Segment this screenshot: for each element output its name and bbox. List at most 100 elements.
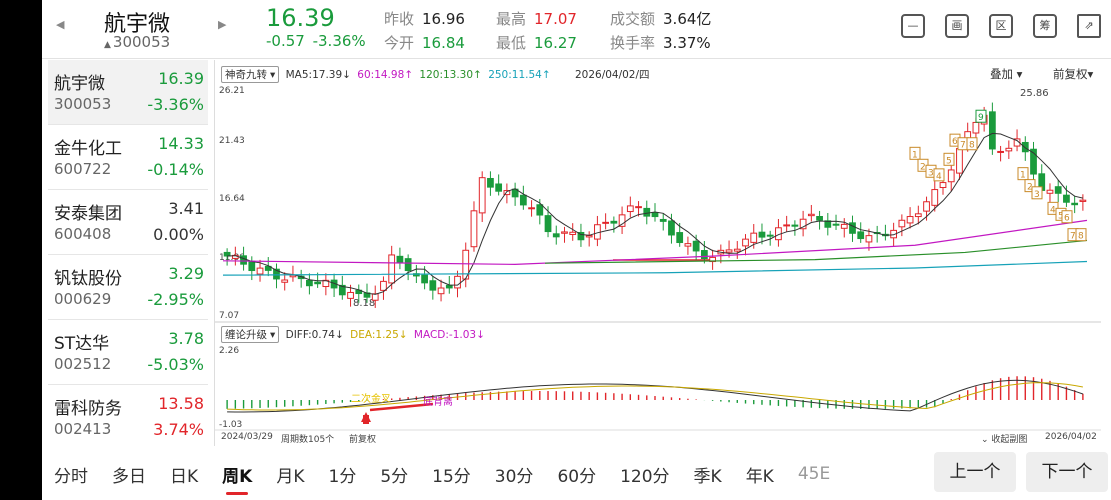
overlay-dropdown[interactable]: 叠加 ▾ bbox=[990, 67, 1023, 81]
stock-app: ◀ 航宇微 ▲ 300053 ▶ 16.39 -0.57 -3.36% 昨收 16.… bbox=[42, 0, 1111, 500]
tab-weekly-k[interactable]: 周K bbox=[210, 462, 264, 495]
y-label-3: 16.64 bbox=[219, 194, 245, 204]
y-label-2: 21.43 bbox=[219, 136, 245, 146]
tab-fenshi[interactable]: 分时 bbox=[54, 466, 88, 487]
nine-turn-number: 1 bbox=[912, 150, 918, 160]
candle-body bbox=[429, 280, 437, 291]
current-price: 16.39 bbox=[266, 4, 335, 32]
candle-body bbox=[610, 220, 618, 224]
candle-body bbox=[832, 223, 840, 226]
candle-body bbox=[890, 229, 898, 239]
tab-15min[interactable]: 15分 bbox=[432, 466, 471, 487]
prev-stock-button[interactable]: 上一个 bbox=[934, 452, 1016, 492]
candle-body bbox=[700, 250, 708, 260]
nine-turn-number: 5 bbox=[946, 156, 952, 166]
quote-prev-close: 昨收 16.96 bbox=[384, 10, 465, 28]
bottom-divergence-annotation: 底背离 bbox=[423, 397, 453, 408]
watchlist-item[interactable]: ST达华 002512 3.78 -5.03% bbox=[48, 320, 208, 385]
next-stock-button[interactable]: 下一个 bbox=[1026, 452, 1108, 492]
max-price-label: 25.86 bbox=[1020, 88, 1049, 99]
nine-turn-number: 4 bbox=[1050, 205, 1056, 215]
left-bezel bbox=[0, 0, 42, 500]
sub-indicator-dropdown[interactable]: 缠论升级 ▾ bbox=[221, 326, 280, 343]
ma250-line bbox=[222, 260, 1088, 276]
candle-body bbox=[676, 232, 684, 244]
kline-chart-area[interactable]: 神奇九转 ▾ MA5:17.39↓ 60:14.98↑ 120:13.30↑ 25… bbox=[214, 60, 1101, 446]
dea-value: DEA:1.25↓ bbox=[350, 329, 408, 341]
min-price-label: 8.18 bbox=[353, 298, 376, 309]
prev-stock-arrow-icon[interactable]: ◀ bbox=[56, 18, 65, 31]
candle-body bbox=[437, 287, 445, 295]
tab-year-k[interactable]: 年K bbox=[745, 466, 774, 487]
tab-1min[interactable]: 1分 bbox=[328, 466, 357, 487]
picture-icon[interactable]: 画 bbox=[945, 14, 969, 38]
golden-cross-annotation: 二次金叉 bbox=[351, 394, 391, 405]
tab-5min[interactable]: 5分 bbox=[380, 466, 409, 487]
candle-body bbox=[519, 194, 527, 206]
tab-quarter-k[interactable]: 季K bbox=[693, 466, 722, 487]
ma60-value: 60:14.98↑ bbox=[357, 69, 414, 81]
candle-body bbox=[692, 240, 700, 252]
candle-body bbox=[536, 204, 544, 216]
minus-box-icon[interactable]: — bbox=[901, 14, 925, 38]
watchlist-item[interactable]: 金牛化工 600722 14.33 -0.14% bbox=[48, 125, 208, 190]
candle-body bbox=[445, 284, 453, 289]
nine-turn-marker bbox=[1024, 179, 1036, 193]
quote-open: 今开 16.84 bbox=[384, 34, 465, 52]
watchlist-item[interactable]: 雷科防务 002413 13.58 3.74% bbox=[54, 394, 204, 439]
candle-body bbox=[421, 274, 428, 284]
price-change: -0.57 -3.36% bbox=[266, 32, 366, 50]
collapse-subchart-button[interactable]: ⌄ 收起副图 bbox=[981, 435, 1028, 445]
indicator-dropdown[interactable]: 神奇九转 ▾ bbox=[221, 66, 280, 83]
chip-icon[interactable]: 筹 bbox=[1033, 14, 1057, 38]
candle-body bbox=[1071, 202, 1079, 206]
stock-code: ▲ 300053 bbox=[104, 33, 171, 51]
tab-45e[interactable]: 45E bbox=[797, 464, 831, 484]
nine-turn-marker bbox=[1061, 210, 1073, 224]
candle-body bbox=[939, 182, 947, 189]
stock-header: ◀ 航宇微 ▲ 300053 ▶ 16.39 -0.57 -3.36% 昨收 16.… bbox=[42, 0, 1111, 59]
nine-turn-number: 3 bbox=[928, 168, 934, 178]
tab-30min[interactable]: 30分 bbox=[494, 466, 534, 487]
candle-body bbox=[750, 232, 758, 243]
tab-daily-k[interactable]: 日K bbox=[170, 466, 199, 487]
candle-body bbox=[577, 231, 585, 241]
share-icon[interactable]: ⇗ bbox=[1077, 14, 1101, 38]
nine-turn-marker bbox=[943, 152, 955, 166]
watchlist-item[interactable]: 钒钛股份 000629 3.29 -2.95% bbox=[48, 255, 208, 320]
nine-turn-number: 7 bbox=[1070, 232, 1076, 242]
tab-monthly-k[interactable]: 月K bbox=[276, 466, 305, 487]
candle-body bbox=[1046, 189, 1054, 194]
nine-turn-marker bbox=[933, 168, 945, 182]
ma120-value: 120:13.30↑ bbox=[419, 69, 482, 81]
adjust-dropdown[interactable]: 前复权▾ bbox=[1053, 67, 1094, 81]
candle-body bbox=[840, 223, 848, 229]
candle-body bbox=[733, 248, 741, 252]
end-date: 2026/04/02 bbox=[1045, 432, 1097, 442]
period-count: 周期数105个 bbox=[281, 435, 335, 445]
tab-60min[interactable]: 60分 bbox=[557, 466, 597, 487]
nine-turn-number: 6 bbox=[952, 137, 958, 147]
candle-body bbox=[766, 234, 774, 237]
candle-body bbox=[470, 210, 478, 248]
ma5-value: MA5:17.39↓ bbox=[285, 69, 351, 81]
candle-body bbox=[816, 216, 823, 221]
tab-multiday[interactable]: 多日 bbox=[112, 466, 146, 487]
region-icon[interactable]: 区 bbox=[989, 14, 1013, 38]
candle-body bbox=[635, 206, 642, 209]
candle-body bbox=[791, 224, 799, 227]
watchlist-item[interactable]: 安泰集团 600408 3.41 0.00% bbox=[48, 190, 208, 255]
nine-turn-number: 4 bbox=[936, 172, 942, 182]
tab-120min[interactable]: 120分 bbox=[620, 466, 670, 487]
candle-body bbox=[1005, 147, 1013, 152]
chart-date: 2026/04/02/四 bbox=[574, 69, 650, 81]
ma250-value: 250:11.54↑ bbox=[488, 69, 551, 81]
candle-body bbox=[487, 177, 494, 188]
watchlist-item[interactable]: 航宇微 300053 16.39 -3.36% bbox=[48, 60, 208, 125]
next-stock-arrow-icon[interactable]: ▶ bbox=[218, 18, 227, 31]
candle-body bbox=[914, 213, 922, 218]
candle-body bbox=[240, 255, 247, 265]
candle-body bbox=[1054, 186, 1062, 194]
adjust-mode: 前复权 bbox=[349, 435, 377, 445]
dea-line bbox=[227, 382, 1083, 411]
